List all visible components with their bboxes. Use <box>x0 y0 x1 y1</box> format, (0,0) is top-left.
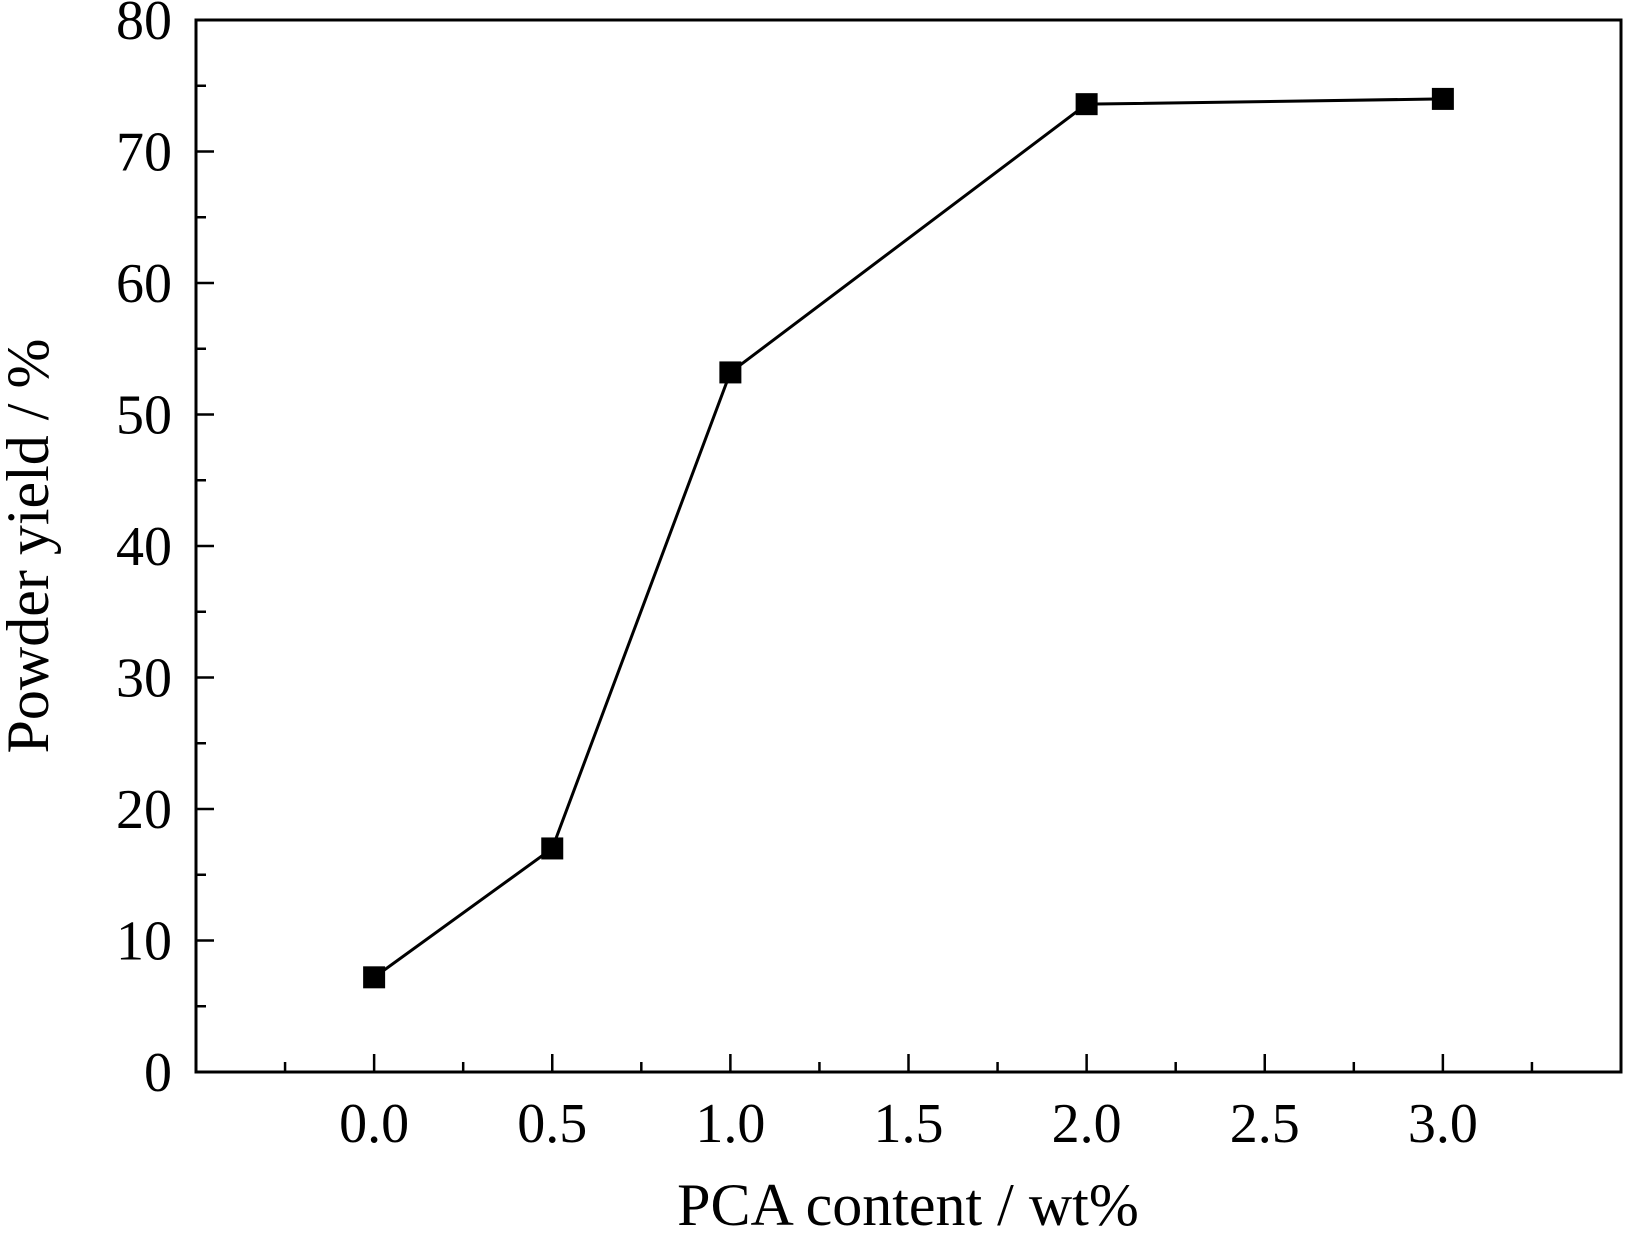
x-tick-label: 2.5 <box>1230 1093 1300 1155</box>
y-tick-label: 40 <box>116 516 172 578</box>
y-axis-label: Powder yield / % <box>0 339 61 754</box>
x-tick-label: 1.0 <box>695 1093 765 1155</box>
x-tick-label: 2.0 <box>1052 1093 1122 1155</box>
y-tick-label: 0 <box>144 1042 172 1104</box>
data-point-marker <box>1075 93 1098 116</box>
plot-frame <box>194 18 1623 1074</box>
y-tick-label: 80 <box>116 0 172 52</box>
y-tick-label: 60 <box>116 253 172 315</box>
y-tick-label: 30 <box>116 648 172 710</box>
data-point-marker <box>1431 87 1454 110</box>
data-point-marker <box>363 966 386 989</box>
x-tick-label: 1.5 <box>874 1093 944 1155</box>
x-tick-label: 0.5 <box>517 1093 587 1155</box>
series-line <box>373 97 1443 979</box>
series-layer <box>363 87 1454 989</box>
data-point-marker <box>541 837 564 860</box>
y-tick-label: 70 <box>116 122 172 184</box>
y-axis-ticks: 0 10 20 30 40 50 60 70 80 <box>116 0 214 1104</box>
x-axis-ticks: 0.0 0.5 1.0 1.5 2.0 2.5 3.0 <box>283 1054 1534 1155</box>
y-tick-label: 20 <box>116 779 172 841</box>
y-tick-label: 50 <box>116 385 172 447</box>
data-point-marker <box>719 361 742 384</box>
x-axis-label: PCA content / wt% <box>677 1172 1139 1238</box>
x-tick-label: 0.0 <box>339 1093 409 1155</box>
y-tick-label: 10 <box>116 911 172 973</box>
x-tick-label: 3.0 <box>1408 1093 1478 1155</box>
